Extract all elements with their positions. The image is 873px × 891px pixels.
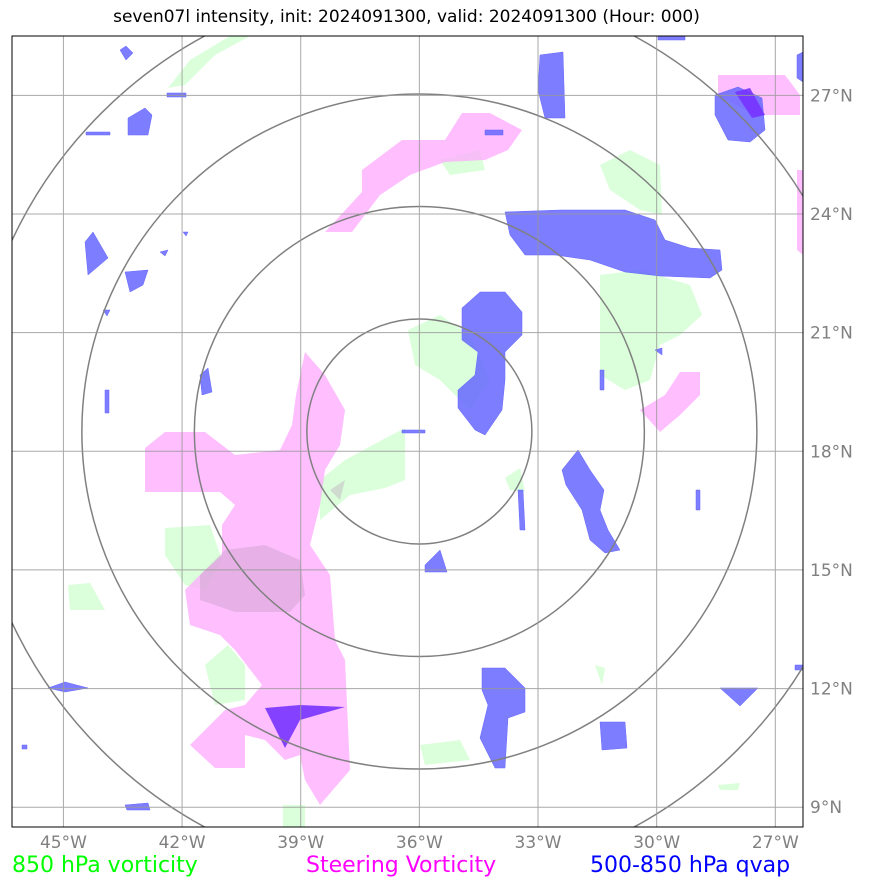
lon-tick-label: 45°W [40, 833, 87, 853]
lat-tick-label: 18°N [810, 442, 853, 462]
lat-tick-label: 9°N [810, 798, 842, 818]
qvap-fields [21, 36, 803, 811]
lat-tick-label: 12°N [810, 680, 853, 700]
lon-tick-label: 33°W [515, 833, 562, 853]
lon-tick-label: 30°W [633, 833, 680, 853]
gridlines [12, 36, 803, 827]
lat-tick-label: 27°N [810, 86, 853, 106]
vort850-fields [68, 36, 740, 827]
lon-tick-label: 36°W [396, 833, 443, 853]
legend-850-vorticity: 850 hPa vorticity [12, 853, 198, 878]
plot-frame [11, 35, 804, 828]
lon-tick-label: 42°W [159, 833, 206, 853]
lat-tick-label: 15°N [810, 561, 853, 581]
lat-tick-labels: 9°N 12°N 15°N 18°N 21°N 24°N 27°N [810, 86, 853, 818]
legend-qvap: 500-850 hPa qvap [590, 853, 791, 878]
lon-tick-label: 39°W [277, 833, 324, 853]
legend-steering-vorticity: Steering Vorticity [306, 853, 497, 878]
lat-tick-label: 24°N [810, 205, 853, 225]
lon-tick-label: 27°W [752, 833, 799, 853]
lat-tick-label: 21°N [810, 324, 853, 344]
lon-tick-labels: 45°W 42°W 39°W 36°W 33°W 30°W 27°W [40, 833, 799, 853]
overlap-fields [200, 480, 345, 612]
chart-title: seven07l intensity, init: 2024091300, va… [113, 7, 700, 27]
